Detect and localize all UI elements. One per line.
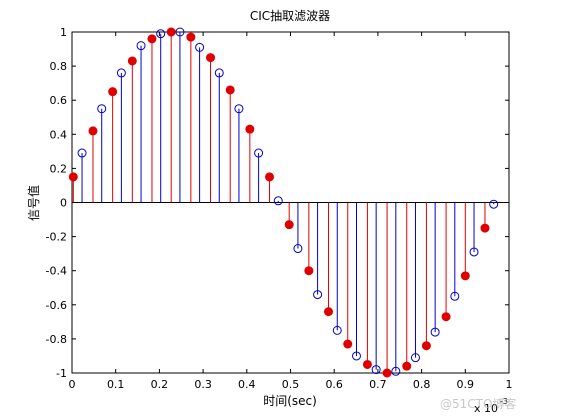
stem-marker (175, 27, 185, 37)
stem-marker (68, 172, 78, 182)
y-tick-label: 0.6 (50, 94, 68, 107)
stem-marker (245, 124, 255, 134)
stem-marker (206, 53, 216, 63)
y-tick-label: 0 (60, 197, 67, 210)
stem-marker (284, 220, 294, 230)
stem-marker (225, 85, 235, 95)
x-tick-label: 0.1 (107, 378, 125, 391)
x-exponent-power: -3 (500, 397, 508, 406)
x-tick-label: 0.2 (151, 378, 169, 391)
stem-marker (362, 359, 372, 369)
stem-marker (313, 290, 323, 300)
x-tick-label: 0.5 (282, 378, 300, 391)
stem-marker (450, 291, 460, 301)
y-tick-label: -0.6 (46, 299, 67, 312)
stem-marker (351, 351, 361, 361)
stem-marker (324, 307, 334, 317)
y-tick-label: 0.2 (50, 162, 68, 175)
stem-marker (186, 32, 196, 42)
y-tick-label: -0.2 (46, 231, 67, 244)
stem-marker (371, 365, 381, 375)
stem-marker (127, 56, 137, 66)
x-tick-label: 0.4 (238, 378, 256, 391)
y-axis-label: 信号值 (26, 185, 41, 221)
stem-marker (116, 68, 126, 78)
stem-marker (304, 266, 314, 276)
stem-marker (195, 42, 205, 52)
stem-marker (402, 361, 412, 371)
y-tick-label: 1 (60, 26, 67, 39)
stem-marker (421, 341, 431, 351)
stem-marker (136, 41, 146, 51)
stem-marker (489, 199, 499, 209)
chart-title: CIC抽取滤波器 (250, 9, 330, 23)
stem-marker (460, 271, 470, 281)
y-tick-label: -0.8 (46, 333, 67, 346)
stem-marker (382, 368, 392, 378)
x-tick-label: 0 (69, 378, 76, 391)
x-tick-label: 0.8 (413, 378, 431, 391)
stem-marker (293, 244, 303, 254)
x-tick-label: 0.3 (194, 378, 212, 391)
stem-marker (234, 104, 244, 114)
stem-marker (410, 353, 420, 363)
watermark: @51CTO博客 (440, 396, 516, 411)
stem-marker (147, 34, 157, 44)
stem-marker (343, 339, 353, 349)
stem-marker (469, 247, 479, 257)
stem-marker (480, 223, 490, 233)
stem-marker (97, 104, 107, 114)
stem-marker (441, 312, 451, 322)
stem-marker (156, 29, 166, 39)
stem-marker (214, 68, 224, 78)
y-tick-label: -0.4 (46, 265, 67, 278)
x-tick-label: 0.9 (457, 378, 475, 391)
x-tick-label: 0.6 (325, 378, 343, 391)
stem-marker (265, 172, 275, 182)
stem-marker (254, 148, 264, 158)
x-exponent-base: x 10 (474, 402, 498, 415)
stem-marker (88, 126, 98, 136)
x-axis-label: 时间(sec) (263, 394, 317, 408)
stem-marker (430, 327, 440, 337)
stem-marker (108, 87, 118, 97)
stem-marker (332, 325, 342, 335)
y-tick-label: -1 (56, 367, 67, 380)
x-tick-label: 1 (506, 378, 513, 391)
y-tick-label: 0.8 (50, 60, 68, 73)
x-tick-label: 0.7 (369, 378, 387, 391)
stem-marker (391, 366, 401, 376)
stem-marker (77, 148, 87, 158)
stem-marker (273, 196, 283, 206)
stem-marker (166, 27, 176, 37)
y-tick-label: 0.4 (50, 128, 68, 141)
